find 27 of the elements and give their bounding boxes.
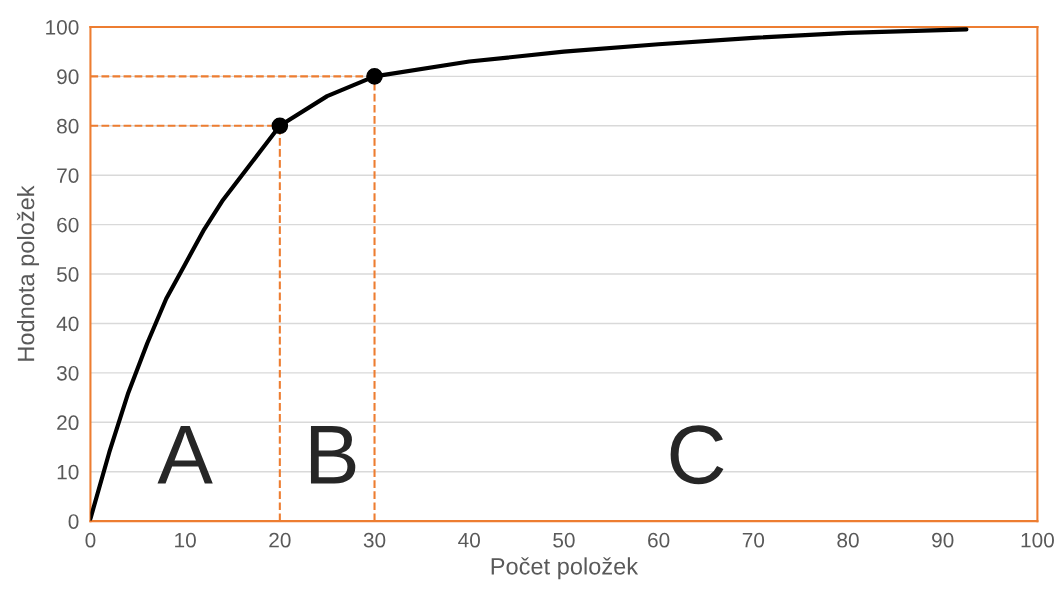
annotation: A xyxy=(157,426,213,484)
x-tick-label: 20 xyxy=(269,532,291,548)
y-tick-label: 100 xyxy=(46,19,79,35)
x-tick-label: 60 xyxy=(648,532,670,548)
x-tick-label: 80 xyxy=(837,532,859,548)
x-tick-label: 50 xyxy=(553,532,575,548)
y-axis-title: Hodnota položek xyxy=(16,185,40,361)
y-tick-label: 0 xyxy=(68,514,79,529)
y-tick-label: 50 xyxy=(56,267,79,282)
x-tick-label: 70 xyxy=(742,532,765,548)
y-tick-label: 20 xyxy=(57,415,79,431)
x-tick-label: 100 xyxy=(1021,532,1054,548)
y-tick-label: 80 xyxy=(57,118,79,134)
y-tick-label: 10 xyxy=(57,464,79,480)
y-tick-label: 30 xyxy=(56,365,79,381)
x-axis-title: Počet položek xyxy=(491,557,639,580)
y-tick-label: 90 xyxy=(57,69,79,85)
x-tick-label: 10 xyxy=(175,532,196,548)
x-tick-label: 0 xyxy=(85,532,96,548)
annotation: C xyxy=(670,425,724,485)
x-tick-label: 90 xyxy=(932,532,954,548)
x-tick-label: 30 xyxy=(363,532,386,548)
y-tick-label: 40 xyxy=(56,316,79,332)
y-tick-label: 70 xyxy=(57,168,79,183)
y-tick-label: 60 xyxy=(57,217,79,233)
annotation: B xyxy=(310,426,356,484)
x-tick-label: 40 xyxy=(458,532,480,548)
